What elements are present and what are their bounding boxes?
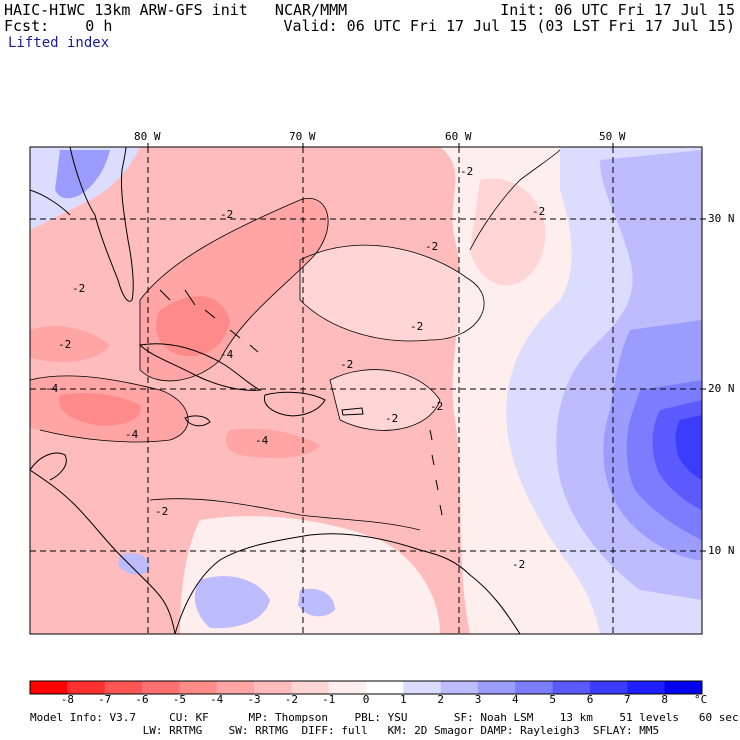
colorbar-tick-label: -3 — [247, 693, 261, 706]
coastline-bahamas — [159, 289, 259, 353]
lon-label-50w: 50 W — [599, 130, 626, 143]
colorbar-tick-label: 0 — [362, 693, 370, 706]
colorbar-tick-label: -2 — [284, 693, 298, 706]
field-unstable-region — [30, 325, 110, 362]
coastline-puerto-rico — [341, 407, 364, 416]
colorbar-tick-label: -8 — [60, 693, 74, 706]
colorbar-swatch — [179, 681, 218, 694]
colorbar-swatch — [440, 681, 479, 694]
colorbar-swatch — [142, 681, 180, 694]
contour-line — [469, 149, 561, 251]
colorbar-tick-label: 1 — [400, 693, 407, 706]
colorbar-swatch — [216, 681, 255, 694]
colorbar-tick-label: -1 — [322, 693, 336, 706]
contour-label: -2 — [512, 558, 525, 571]
colorbar-tick-label: 7 — [624, 693, 631, 706]
coastline-jamaica — [184, 415, 211, 427]
colorbar-tick-label: 4 — [512, 693, 519, 706]
colorbar-tick-label: 2 — [437, 693, 444, 706]
contour-label: -2 — [532, 205, 545, 218]
colorbar-swatch — [515, 681, 554, 694]
colorbar-swatch — [627, 681, 666, 694]
valid-time: Valid: 06 UTC Fri 17 Jul 15 (03 LST Fri … — [283, 17, 735, 35]
field-light-region — [330, 369, 440, 431]
colorbar — [30, 681, 703, 694]
contour-label: -2 — [410, 320, 423, 333]
colorbar-swatch — [328, 681, 367, 694]
field-unstable-region — [225, 428, 320, 458]
colorbar-swatch — [254, 681, 292, 694]
contour-line — [30, 375, 189, 443]
coastline-south-america — [174, 533, 521, 634]
contour-label: -2 — [430, 400, 443, 413]
contour-label: -2 — [385, 412, 398, 425]
field-stable-region — [194, 576, 270, 629]
colorbar-swatch — [366, 681, 404, 694]
coastline-florida — [69, 147, 134, 302]
colorbar-tick-label: -6 — [135, 693, 149, 706]
contour-line — [139, 198, 329, 382]
lat-label-30n: 30 N — [708, 212, 735, 225]
field-stable-region — [55, 150, 110, 199]
colorbar-swatch — [552, 681, 591, 694]
colorbar-swatch — [104, 681, 143, 694]
contour-line — [299, 244, 485, 342]
coastline-lesser-antilles — [429, 429, 443, 516]
field-stable-region — [298, 588, 335, 617]
field-light-region — [300, 245, 485, 341]
lon-label-80w: 80 W — [134, 130, 161, 143]
colorbar-tick-label: -7 — [98, 693, 112, 706]
coastline-gulf — [30, 189, 71, 216]
contour-label: -4 — [125, 428, 139, 441]
colorbar-tick-label: -5 — [172, 693, 186, 706]
coastline-hispaniola — [263, 391, 326, 417]
colorbar-swatch — [664, 681, 703, 694]
colorbar-swatch — [291, 681, 330, 694]
contour-label: -2 — [425, 240, 438, 253]
coastline-central-america — [30, 469, 176, 634]
lon-label-60w: 60 W — [445, 130, 472, 143]
contour-label: -2 — [220, 208, 233, 221]
field-unstable-region — [59, 393, 141, 426]
forecast-hour: Fcst: 0 h — [4, 17, 113, 35]
colorbar-tick-label: 8 — [661, 693, 668, 706]
colorbar-swatch — [67, 681, 106, 694]
contour-label: -2 — [460, 165, 473, 178]
colorbar-swatch — [590, 681, 628, 694]
contour-line — [329, 369, 441, 431]
colorbar-swatch — [30, 681, 68, 694]
field-stable-region — [675, 415, 702, 480]
model-title: HAIC-HIWC 13km ARW-GFS init NCAR/MMM — [4, 1, 348, 19]
field-neutral-region — [470, 178, 546, 286]
contour-label: -2 — [72, 282, 85, 295]
contour-label: -2 — [58, 338, 71, 351]
colorbar-tick-label: 3 — [474, 693, 482, 706]
colorbar-swatch — [478, 681, 516, 694]
model-info-line2: LW: RRTMG SW: RRTMG DIFF: full KM: 2D Sm… — [30, 724, 660, 737]
contour-label: -4 — [220, 348, 234, 361]
colorbar-swatch — [403, 681, 442, 694]
model-info-line1: Model Info: V3.7 CU: KF MP: Thompson PBL… — [30, 711, 739, 724]
colorbar-tick-label: 5 — [549, 693, 556, 706]
map-frame — [29, 146, 703, 635]
lat-label-10n: 10 N — [708, 544, 735, 557]
field-unstable-region — [156, 296, 230, 357]
lat-label-20n: 20 N — [708, 382, 735, 395]
field-name: Lifted index — [8, 35, 110, 51]
contour-label: -4 — [45, 382, 59, 395]
lon-label-70w: 70 W — [289, 130, 316, 143]
coastline-yucatan — [30, 452, 67, 481]
colorbar-unit: °C — [694, 693, 708, 706]
colorbar-tick-label: -4 — [210, 693, 224, 706]
coastline-cuba — [138, 343, 262, 391]
field-stable-region — [118, 553, 150, 575]
contour-label: -4 — [255, 434, 269, 447]
contour-label: -2 — [155, 505, 168, 518]
colorbar-tick-label: 6 — [586, 693, 594, 706]
contour-label: -2 — [340, 358, 353, 371]
contour-line — [149, 498, 421, 531]
init-time: Init: 06 UTC Fri 17 Jul 15 — [500, 1, 735, 19]
colorbar-frame — [29, 680, 703, 695]
